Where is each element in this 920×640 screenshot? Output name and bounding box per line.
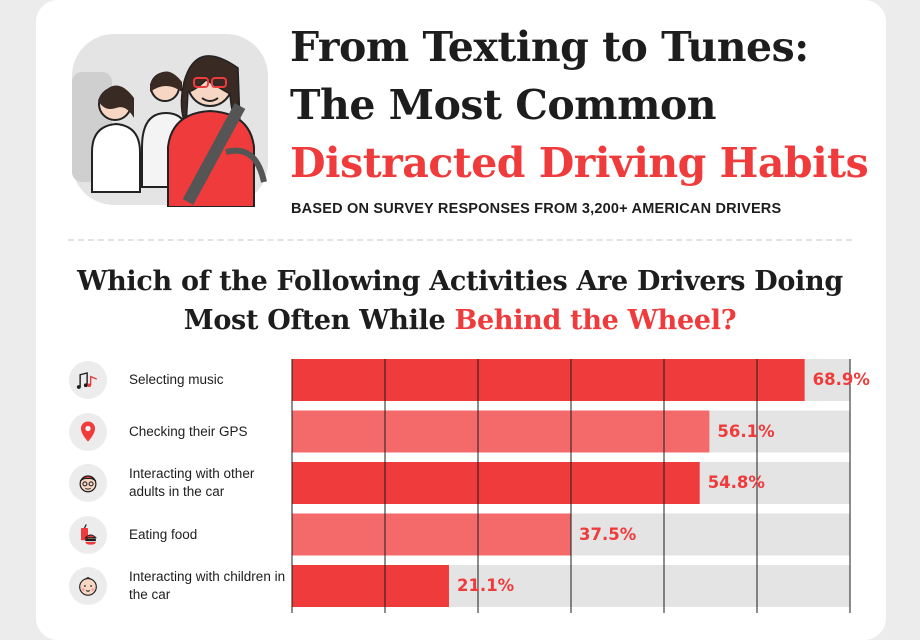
bar-3	[292, 462, 700, 504]
title-line-2: The Most Common	[290, 81, 717, 129]
category-label: Interacting with children in the car	[129, 569, 286, 602]
bar-1	[292, 359, 805, 401]
value-label: 21.1%	[456, 576, 515, 595]
question-highlight: Behind the Wheel?	[454, 305, 737, 336]
title-line-3: Distracted Driving Habits	[290, 139, 869, 187]
value-label: 68.9%	[812, 370, 870, 389]
value-label: 56.1%	[717, 421, 775, 441]
bar-4	[292, 513, 571, 556]
food-drink-icon	[81, 523, 97, 545]
row-icon-circle	[69, 361, 107, 399]
bar-5	[292, 565, 449, 607]
category-label: Interacting with other adults in the car	[129, 466, 255, 499]
category-label: Eating food	[129, 526, 198, 542]
question-text: Which of the Following Activities Are Dr…	[77, 266, 843, 336]
category-label: Checking their GPS	[129, 423, 248, 439]
category-label: Selecting music	[129, 372, 224, 387]
row-icon-circle	[69, 567, 107, 605]
baby-face-icon	[79, 577, 97, 596]
title-line-1: From Texting to Tunes:	[290, 23, 809, 71]
row-icon-circle	[69, 464, 107, 502]
value-label: 54.8%	[707, 473, 765, 492]
map-pin-icon	[81, 421, 95, 442]
value-label: 37.5%	[579, 524, 637, 544]
bar-chart: Selecting music 68.9% Checking their GPS 56…	[69, 359, 870, 613]
subtitle: BASED ON SURVEY RESPONSES FROM 3,200+ AM…	[291, 201, 782, 217]
infographic-title: From Texting to Tunes: The Most Common D…	[290, 18, 880, 192]
adult-face-icon	[79, 475, 97, 493]
dashed-divider	[68, 239, 852, 241]
chart-question: Which of the Following Activities Are Dr…	[60, 262, 860, 340]
row-icon-circle	[69, 412, 107, 451]
music-notes-icon	[76, 372, 98, 389]
row-icon-circle	[69, 515, 107, 554]
bar-2	[292, 410, 710, 453]
family-in-car-illustration	[72, 34, 268, 207]
bar-chart-svg	[291, 359, 851, 613]
